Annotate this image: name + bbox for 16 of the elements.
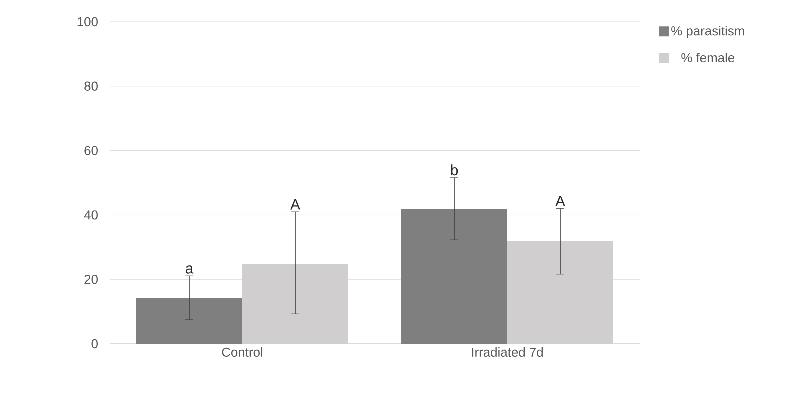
legend-label: % female — [682, 53, 735, 63]
y-tick-label: 80 — [84, 82, 98, 91]
y-tick-label: 40 — [84, 210, 98, 220]
legend-label: % parasitism — [672, 26, 744, 38]
annotation: A — [556, 196, 566, 207]
annotation: b — [451, 164, 458, 176]
bar — [136, 298, 243, 344]
bar — [402, 209, 508, 344]
y-tick-label: 60 — [84, 146, 98, 156]
annotation: A — [290, 200, 300, 210]
x-tick-label: Irradiated 7d — [472, 348, 544, 358]
x-tick-label: Control — [222, 348, 263, 358]
y-tick-label: 100 — [78, 17, 98, 27]
y-tick-label: 20 — [84, 275, 98, 284]
annotation: a — [186, 266, 194, 274]
y-tick-label: 0 — [92, 339, 98, 349]
